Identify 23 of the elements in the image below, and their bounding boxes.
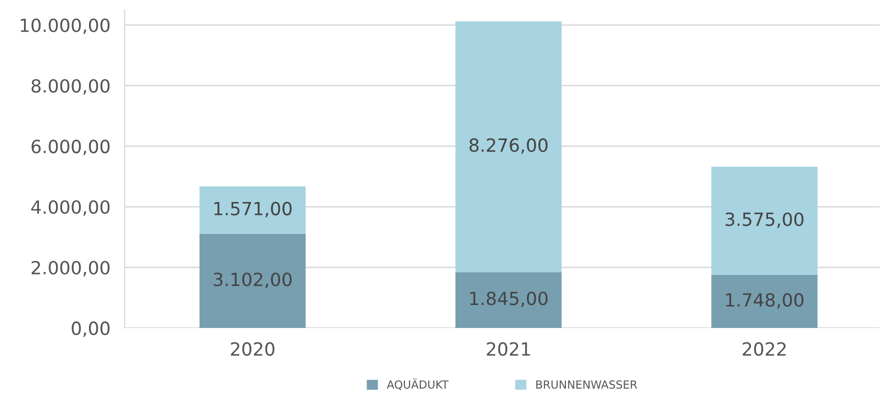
legend-label: BRUNNENWASSER (536, 380, 638, 389)
legend-label: AQUÄDUKT (386, 378, 449, 390)
y-tick-label: 2.000,00 (32, 260, 110, 276)
data-label: 1.748,00 (726, 293, 804, 309)
y-tick-label: 6.000,00 (32, 140, 110, 156)
y-tick-label: 0,00 (72, 321, 110, 337)
data-label: 1.571,00 (214, 202, 292, 218)
bar (455, 21, 562, 272)
y-tick-label: 8.000,00 (32, 79, 110, 95)
x-tick-label: 2022 (742, 342, 786, 356)
data-label: 3.575,00 (726, 212, 804, 228)
bar (200, 234, 306, 328)
y-tick-label: 4.000,00 (31, 200, 110, 216)
x-tick-label: 2021 (486, 342, 530, 356)
x-tick-label: 2020 (230, 342, 274, 356)
data-label: 8.276,00 (470, 138, 548, 154)
bar (455, 272, 562, 328)
data-label: 1.845,00 (470, 292, 548, 308)
y-tick-label: 10.000,00 (20, 18, 110, 34)
bar (711, 275, 818, 328)
bar (200, 186, 306, 234)
bar (711, 166, 818, 276)
data-label: 3.102,00 (214, 272, 292, 288)
